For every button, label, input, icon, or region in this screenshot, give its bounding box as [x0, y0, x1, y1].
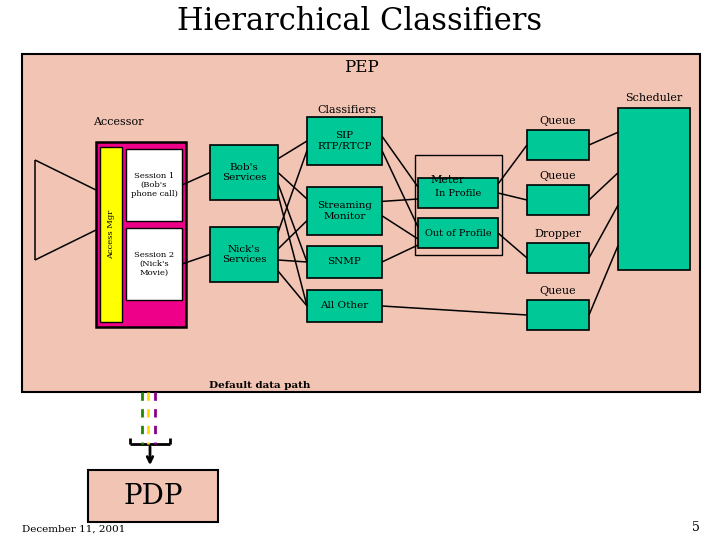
- Bar: [126, 228, 182, 300]
- Bar: [210, 227, 278, 282]
- Text: Queue: Queue: [540, 171, 576, 181]
- Bar: [307, 290, 382, 322]
- Text: Access Mgr: Access Mgr: [107, 210, 115, 259]
- Bar: [100, 147, 122, 322]
- Bar: [527, 185, 589, 215]
- Text: Nick's
Services: Nick's Services: [222, 245, 266, 264]
- Text: Streaming
Monitor: Streaming Monitor: [317, 201, 372, 221]
- Text: In Profile: In Profile: [435, 188, 481, 198]
- Bar: [307, 117, 382, 165]
- Bar: [22, 54, 700, 392]
- Text: December 11, 2001: December 11, 2001: [22, 525, 125, 534]
- Bar: [210, 145, 278, 200]
- Bar: [527, 130, 589, 160]
- Bar: [418, 178, 498, 208]
- Text: Session 1
(Bob's
phone call): Session 1 (Bob's phone call): [130, 172, 177, 198]
- Bar: [527, 243, 589, 273]
- Text: PEP: PEP: [343, 59, 379, 77]
- Bar: [126, 149, 182, 221]
- Bar: [618, 108, 690, 270]
- Text: Bob's
Services: Bob's Services: [222, 163, 266, 182]
- Bar: [96, 142, 186, 327]
- Text: Hierarchical Classifiers: Hierarchical Classifiers: [177, 6, 543, 37]
- Text: 5: 5: [692, 521, 700, 534]
- Text: Dropper: Dropper: [534, 229, 582, 239]
- Bar: [418, 218, 498, 248]
- Bar: [527, 300, 589, 330]
- Bar: [307, 246, 382, 278]
- Text: SIP
RTP/RTCP: SIP RTP/RTCP: [318, 131, 372, 151]
- Text: Session 2
(Nick's
Movie): Session 2 (Nick's Movie): [134, 251, 174, 277]
- Bar: [415, 155, 502, 255]
- Text: Scheduler: Scheduler: [626, 93, 683, 103]
- Text: Queue: Queue: [540, 286, 576, 296]
- Text: PDP: PDP: [123, 483, 183, 510]
- Text: Out of Profile: Out of Profile: [425, 228, 491, 238]
- Text: Accessor: Accessor: [93, 117, 143, 127]
- Bar: [88, 470, 218, 522]
- Bar: [307, 187, 382, 235]
- Text: Queue: Queue: [540, 116, 576, 126]
- Text: SNMP: SNMP: [328, 258, 361, 267]
- Text: Default data path: Default data path: [210, 381, 311, 389]
- Text: Classifiers: Classifiers: [318, 105, 377, 115]
- Text: All Other: All Other: [320, 301, 369, 310]
- Text: Meter: Meter: [431, 175, 465, 185]
